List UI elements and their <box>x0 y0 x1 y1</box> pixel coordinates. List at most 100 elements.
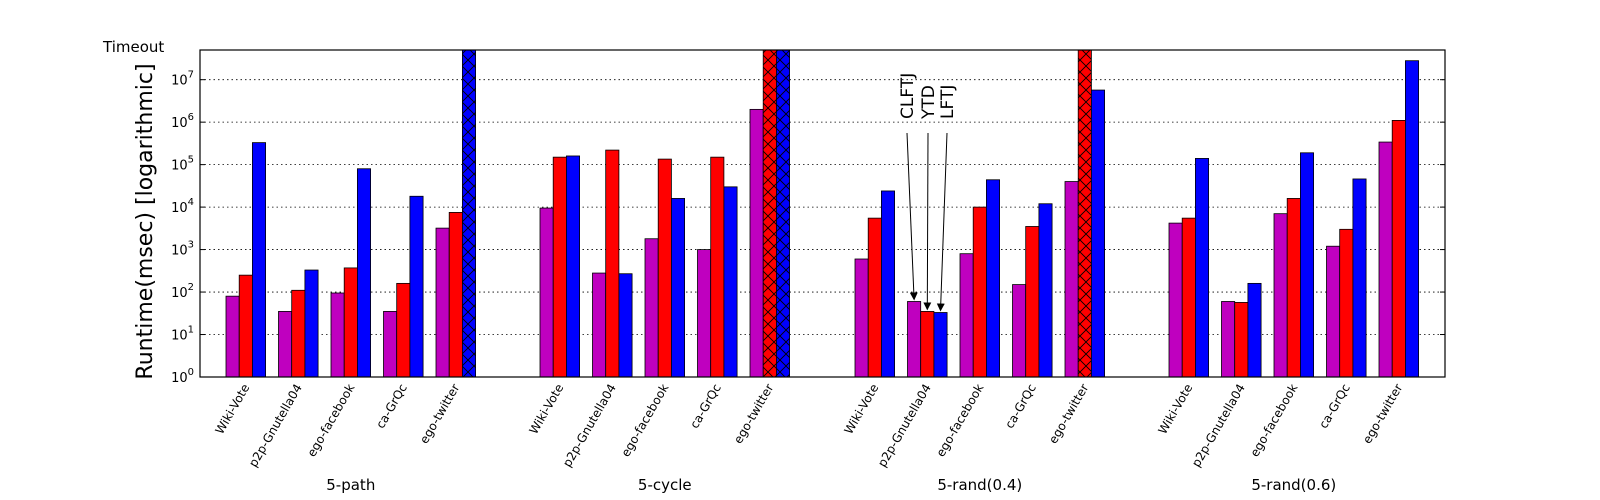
dataset-tick-label: ca-GrQc <box>687 382 724 431</box>
annotation-layer: CLFTJ YTD LFTJ <box>898 73 958 312</box>
bar-lftj <box>1091 89 1106 378</box>
dataset-tick-label: ego-facebook <box>618 381 671 459</box>
timeout-hatch <box>763 50 777 377</box>
bar-clftj <box>278 311 293 378</box>
dataset-tick-label: ego-twitter <box>1046 381 1091 446</box>
dataset-tick-label: Wiki-Vote <box>212 382 252 437</box>
bar-clftj <box>907 301 922 378</box>
dataset-tick-label: Wiki-Vote <box>1155 382 1195 437</box>
bar-ytd <box>238 274 253 378</box>
bar-lftj <box>933 312 948 378</box>
bar-lftj <box>1352 178 1367 378</box>
bar-ytd <box>657 158 672 378</box>
y-tick-label: 103 <box>171 240 194 259</box>
timeout-hatch <box>776 50 790 377</box>
dataset-tick-label: p2p-Gnutella04 <box>875 382 934 470</box>
bar-clftj <box>592 272 607 378</box>
bar-clftj <box>644 238 659 378</box>
bar-clftj <box>539 207 554 378</box>
ticks-layer <box>200 79 1445 378</box>
bar-clftj <box>854 258 869 378</box>
bar-clftj <box>1378 141 1393 378</box>
dataset-tick-label: ca-GrQc <box>373 382 410 431</box>
group-label: 5-rand(0.4) <box>937 476 1022 494</box>
dataset-tick-label: ca-GrQc <box>1002 382 1039 431</box>
bar-lftj <box>409 195 424 378</box>
bar-ytd <box>1234 302 1249 378</box>
bar-lftj <box>618 273 633 378</box>
bar-ytd <box>1286 198 1301 378</box>
bar-ytd <box>920 311 935 378</box>
bar-ytd <box>972 206 987 378</box>
bar-lftj <box>881 190 896 378</box>
bars-layer <box>225 49 1420 378</box>
bar-lftj <box>566 155 581 378</box>
annotation-arrow <box>936 132 948 312</box>
bar-clftj <box>1168 222 1183 378</box>
annotation-arrow <box>906 132 918 301</box>
dataset-tick-label: Wiki-Vote <box>841 382 881 437</box>
bar-clftj <box>1064 181 1079 378</box>
dataset-tick-label: ca-GrQc <box>1316 382 1353 431</box>
group-label: 5-cycle <box>638 476 692 494</box>
bar-ytd <box>448 212 463 378</box>
bar-lftj <box>356 168 371 378</box>
bar-clftj <box>697 249 712 378</box>
bar-ytd <box>1339 228 1354 378</box>
group-label: 5-rand(0.6) <box>1251 476 1336 494</box>
group-label: 5-path <box>326 476 375 494</box>
bar-ytd <box>1025 226 1040 378</box>
y-tick-label: 102 <box>171 282 194 301</box>
dataset-tick-label: p2p-Gnutella04 <box>560 382 619 470</box>
bar-clftj <box>330 292 345 378</box>
annotation-label: YTD <box>919 85 939 120</box>
bar-ytd <box>710 156 725 378</box>
bar-ytd <box>552 156 567 378</box>
y-tick-label: 101 <box>171 325 194 344</box>
bar-clftj <box>1012 284 1027 378</box>
dataset-tick-label: p2p-Gnutella04 <box>1189 382 1248 470</box>
bar-clftj <box>1273 213 1288 378</box>
dataset-tick-label: ego-twitter <box>731 381 776 446</box>
bar-clftj <box>225 295 240 378</box>
bar-clftj <box>1221 301 1236 378</box>
bar-ytd <box>1181 217 1196 378</box>
bar-ytd <box>605 149 620 378</box>
timeout-hatch <box>1078 50 1092 377</box>
bar-lftj <box>723 186 738 378</box>
bar-ytd <box>291 289 306 378</box>
dataset-tick-label: ego-facebook <box>933 381 986 459</box>
plot-area-frame <box>199 49 1446 378</box>
y-tick-label: 107 <box>171 70 194 89</box>
bar-lftj <box>1300 152 1315 378</box>
dataset-tick-label: Wiki-Vote <box>526 382 566 437</box>
annotation-label: LFTJ <box>938 85 958 119</box>
bar-ytd <box>396 282 411 378</box>
annotation-arrow <box>923 132 932 311</box>
bar-clftj <box>749 108 764 378</box>
bar-clftj <box>383 311 398 378</box>
timeout-label: Timeout <box>102 38 164 56</box>
bar-lftj <box>671 198 686 378</box>
timeout-hatch <box>462 50 476 377</box>
dataset-tick-label: ego-facebook <box>1247 381 1300 459</box>
dataset-tick-label: p2p-Gnutella04 <box>246 382 305 470</box>
bar-clftj <box>435 227 450 378</box>
y-tick-label: 104 <box>171 197 194 216</box>
bar-lftj <box>1038 203 1053 378</box>
bar-clftj <box>959 253 974 378</box>
dataset-tick-label: ego-facebook <box>304 381 357 459</box>
y-tick-label: 106 <box>171 112 194 131</box>
bar-lftj <box>986 179 1001 378</box>
bar-clftj <box>1326 245 1341 378</box>
bar-lftj <box>304 269 319 378</box>
dataset-tick-label: ego-twitter <box>417 381 462 446</box>
bar-ytd <box>1391 120 1406 378</box>
dataset-tick-label: ego-twitter <box>1360 381 1405 446</box>
bar-lftj <box>1405 60 1420 378</box>
bar-lftj <box>251 142 266 378</box>
annotation-label: CLFTJ <box>898 73 918 119</box>
bar-lftj <box>1195 158 1210 378</box>
